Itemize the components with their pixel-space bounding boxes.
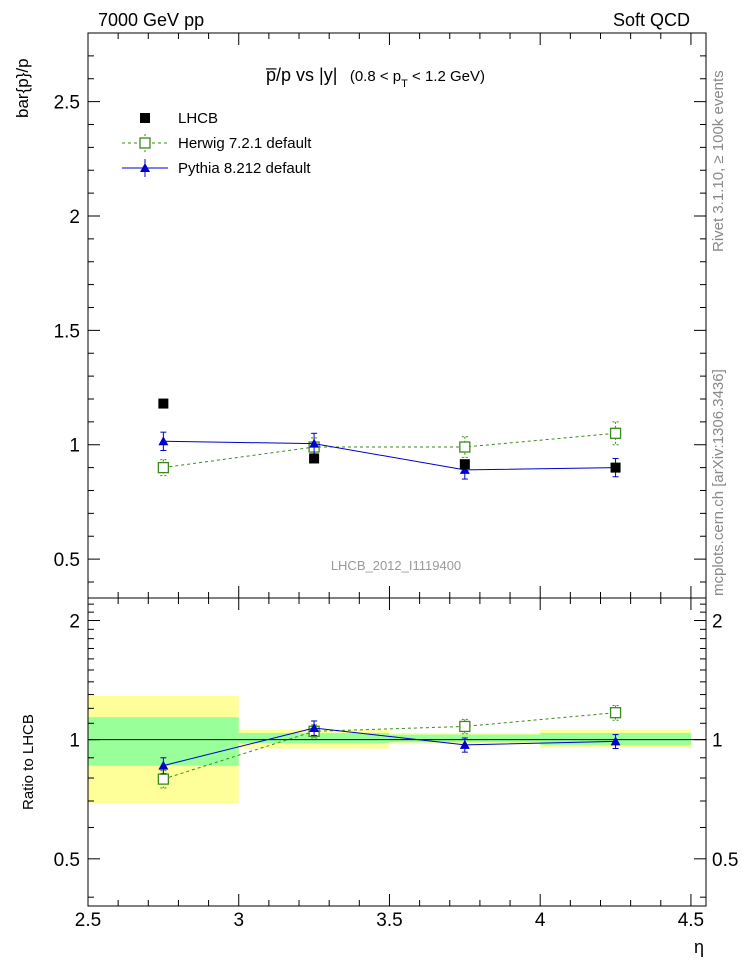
ratio-y-tick-label: 2: [69, 612, 80, 633]
legend-item: Herwig 7.2.1 default: [122, 134, 312, 152]
series-layer: [157, 398, 622, 789]
main-y-tick-label: 2.5: [54, 93, 80, 114]
x-tick-label: 2.5: [75, 910, 101, 931]
data-point: [158, 398, 169, 409]
ratio-y-tick-label: 0.5: [54, 850, 80, 871]
data-point: [140, 113, 150, 123]
legend-label: Herwig 7.2.1 default: [178, 135, 312, 152]
series-line: [163, 440, 616, 471]
data-point: [158, 760, 169, 770]
legend-label: LHCB: [178, 110, 218, 127]
data-point: [610, 736, 621, 746]
data-point: [459, 739, 470, 749]
data-point: [157, 461, 170, 474]
data-point: [157, 773, 170, 785]
series-main-pythia: [158, 431, 621, 480]
main-y-tick-label: 0.5: [54, 550, 80, 571]
x-tick-label: 4: [535, 910, 546, 931]
ratio-y-axis-label: Ratio to LHCB: [20, 714, 37, 810]
data-point: [459, 720, 471, 733]
data-point: [459, 464, 470, 474]
legend-item: Pythia 8.212 default: [122, 159, 311, 177]
legend-label: Pythia 8.212 default: [178, 160, 311, 177]
header-right: Soft QCD: [613, 10, 690, 30]
main-y-tick-label: 1: [69, 436, 80, 457]
main-y-axis-label: bar{p}/p: [13, 58, 32, 118]
main-y-tick-label: 2: [69, 207, 80, 228]
data-point: [139, 137, 151, 149]
series-ratio-pythia: [158, 720, 621, 775]
plot-title: p̅/p vs |y| (0.8 < pT < 1.2 GeV): [265, 65, 485, 90]
data-point: [140, 163, 150, 172]
header-left: 7000 GeV pp: [98, 10, 204, 30]
plot-title-main: p̅/p vs |y|: [265, 65, 337, 85]
data-point: [609, 427, 622, 439]
series-line: [163, 432, 616, 469]
analysis-watermark: LHCB_2012_I1119400: [331, 558, 461, 573]
series-main-herwig: [157, 421, 622, 477]
ratio-y-tick-label-right: 1: [712, 731, 723, 752]
plot-title-range-close: < 1.2 GeV): [408, 68, 485, 85]
data-point: [309, 723, 320, 733]
axes: 2.5 3 3.5 4 4.5 0.5 1 1.5 2 2.5 0.5 0.5 1 1 2 2: [54, 32, 738, 931]
ratio-band-inner: [238, 732, 390, 744]
plot-title-range-open: (0.8 < p: [350, 68, 401, 85]
series-main-lhcb: [158, 398, 621, 473]
main-y-tick-label: 1.5: [54, 321, 80, 342]
data-point: [309, 453, 320, 464]
legend-item: LHCB: [140, 110, 218, 127]
data-point: [459, 441, 471, 453]
legend: LHCB Herwig 7.2.1 default Pythia 8.212 def…: [122, 110, 312, 177]
plot-title-range-sub: T: [401, 78, 408, 90]
x-tick-label: 3: [233, 910, 244, 931]
data-point: [309, 438, 320, 448]
series-line: [163, 712, 616, 780]
ratio-y-tick-label: 1: [69, 731, 80, 752]
rivet-label: Rivet 3.1.10, ≥ 100k events: [710, 70, 727, 252]
x-tick-label: 4.5: [678, 910, 704, 931]
data-point: [609, 707, 622, 719]
mcplots-label: mcplots.cern.ch [arXiv:1306.3436]: [710, 369, 727, 596]
ratio-y-tick-label-right: 0.5: [712, 850, 738, 871]
series-line: [163, 727, 616, 767]
data-point: [158, 436, 169, 446]
x-axis-label: η: [694, 937, 704, 957]
data-point: [610, 462, 621, 473]
x-tick-label: 3.5: [376, 910, 402, 931]
ratio-frame: [87, 597, 707, 907]
ratio-y-tick-label-right: 2: [712, 612, 723, 633]
ratio-bands: [88, 695, 691, 804]
data-point: [459, 459, 470, 470]
